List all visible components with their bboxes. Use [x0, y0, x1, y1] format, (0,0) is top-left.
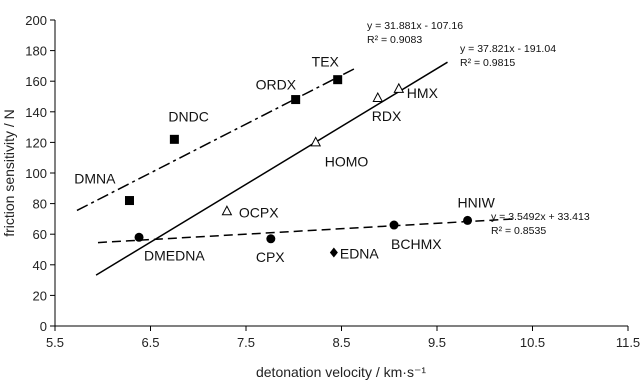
- point-label: HOMO: [325, 153, 369, 169]
- point-label: HMX: [407, 85, 439, 101]
- x-tick-label: 7.5: [237, 335, 255, 350]
- point-label: TEX: [312, 54, 340, 70]
- y-tick-label: 100: [25, 166, 47, 181]
- axes: [54, 20, 628, 327]
- y-tick-label: 200: [25, 13, 47, 28]
- point-dmedna: [134, 232, 144, 242]
- trendline-r2: R² = 0.8535: [491, 225, 546, 237]
- point-label: OCPX: [239, 204, 279, 220]
- x-tick-label: 10.5: [520, 335, 545, 350]
- point-ordx: [291, 95, 301, 105]
- ticks: 5.5 6.5 7.5 8.5 9.5 10.5 11.5 0 20 40 60 80 100 120 14…: [25, 13, 640, 350]
- point-label: EDNA: [340, 246, 380, 262]
- point-label: RDX: [372, 108, 402, 124]
- y-tick-label: 20: [33, 288, 47, 303]
- y-axis-title: friction sensitivity / N: [1, 109, 17, 237]
- point-tex: [333, 75, 343, 85]
- point-dndc: [169, 134, 179, 144]
- trendline-equation: y = 31.881x - 107.16: [367, 20, 463, 32]
- data-points: [124, 75, 473, 258]
- x-tick-label: 11.5: [616, 335, 640, 350]
- y-tick-label: 60: [33, 227, 47, 242]
- point-label: HNIW: [458, 194, 496, 210]
- point-edna: [329, 247, 338, 258]
- x-tick-label: 6.5: [141, 335, 159, 350]
- x-tick-label: 5.5: [46, 335, 64, 350]
- y-tick-label: 0: [40, 319, 47, 334]
- point-hniw: [463, 215, 473, 225]
- x-tick-label: 8.5: [332, 335, 350, 350]
- trendline-r2: R² = 0.9083: [367, 34, 422, 46]
- point-labels: DMNA DNDC ORDX TEX HMX RDX HOMO OCPX DMEDNA CPX BC…: [74, 54, 495, 265]
- point-dmna: [124, 196, 134, 206]
- point-hmx: [393, 82, 405, 93]
- y-tick-label: 160: [25, 74, 47, 89]
- point-rdx: [372, 91, 384, 103]
- y-tick-label: 80: [33, 197, 47, 212]
- point-label: DNDC: [168, 108, 208, 124]
- trendline-dashed: [97, 218, 517, 244]
- trendline-equations: y = 31.881x - 107.16 R² = 0.9083 y = 37.82…: [367, 20, 590, 237]
- y-tick-label: 140: [25, 105, 47, 120]
- y-tick-label: 120: [25, 135, 47, 150]
- point-homo: [310, 136, 322, 147]
- trendline-r2: R² = 0.9815: [460, 57, 515, 69]
- trendline-dash-dot: [76, 67, 356, 212]
- x-axis-title: detonation velocity / km·s⁻¹: [256, 364, 426, 380]
- point-ocpx: [221, 205, 233, 216]
- trendlines: [76, 61, 517, 276]
- point-label: BCHMX: [391, 236, 442, 252]
- point-label: DMNA: [74, 171, 116, 187]
- point-label: CPX: [256, 249, 285, 265]
- point-cpx: [266, 234, 276, 244]
- point-bchmx: [389, 220, 399, 230]
- trendline-equation: y = 37.821x - 191.04: [460, 43, 556, 55]
- y-tick-label: 180: [25, 44, 47, 59]
- point-label: DMEDNA: [144, 247, 205, 263]
- trendline-equation: y = 3.5492x + 33.413: [491, 211, 590, 223]
- point-label: ORDX: [256, 77, 297, 93]
- x-tick-label: 9.5: [428, 335, 446, 350]
- y-tick-label: 40: [33, 258, 47, 273]
